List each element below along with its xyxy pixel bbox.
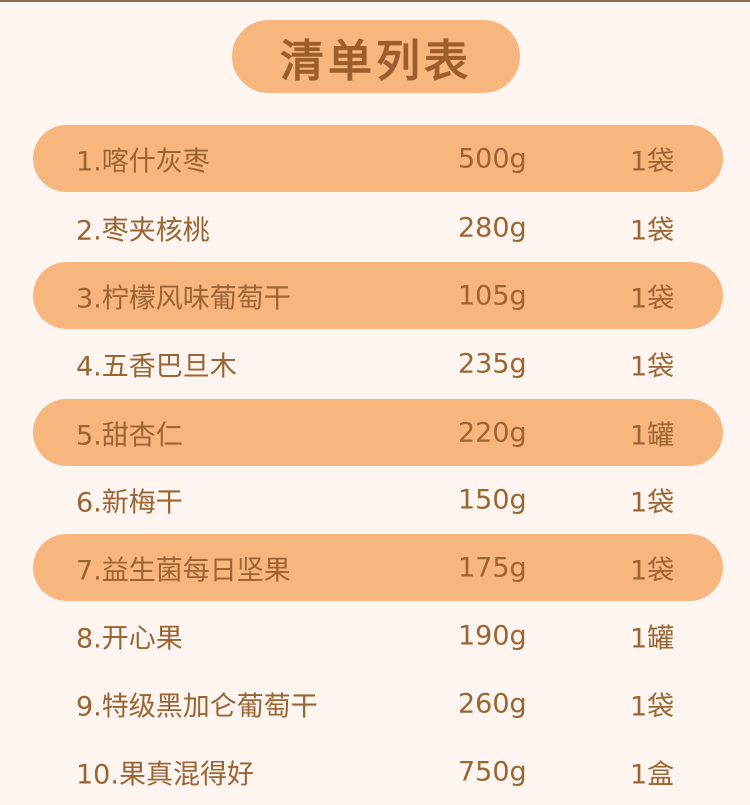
item-name: 9.特级黑加仑葡萄干 xyxy=(76,691,318,722)
item-weight: 220g xyxy=(458,417,527,448)
item-quantity: 1袋 xyxy=(630,215,675,246)
list-item: 2.枣夹核桃 280g 1袋 xyxy=(33,194,723,261)
item-weight: 105g xyxy=(458,280,527,311)
item-name: 1.喀什灰枣 xyxy=(76,146,210,177)
item-weight: 235g xyxy=(458,348,527,379)
list-item: 5.甜杏仁 220g 1罐 xyxy=(33,399,723,466)
item-name: 2.枣夹核桃 xyxy=(76,215,210,246)
item-weight: 190g xyxy=(458,620,527,651)
item-quantity: 1袋 xyxy=(630,691,675,722)
list-item: 8.开心果 190g 1罐 xyxy=(33,602,723,669)
item-quantity: 1袋 xyxy=(630,146,675,177)
list-item: 3.柠檬风味葡萄干 105g 1袋 xyxy=(33,262,723,329)
list-item: 10.果真混得好 750g 1盒 xyxy=(33,738,723,805)
item-name: 10.果真混得好 xyxy=(76,759,254,790)
item-name: 3.柠檬风味葡萄干 xyxy=(76,283,291,314)
page-title: 清单列表 xyxy=(232,20,520,93)
list-item: 1.喀什灰枣 500g 1袋 xyxy=(33,125,723,192)
item-quantity: 1罐 xyxy=(630,623,675,654)
item-name: 4.五香巴旦木 xyxy=(76,351,237,382)
item-quantity: 1盒 xyxy=(630,759,675,790)
list-item: 7.益生菌每日坚果 175g 1袋 xyxy=(33,534,723,601)
item-name: 6.新梅干 xyxy=(76,487,183,518)
top-divider xyxy=(0,0,750,2)
list-item: 9.特级黑加仑葡萄干 260g 1袋 xyxy=(33,670,723,737)
item-quantity: 1袋 xyxy=(630,555,675,586)
item-weight: 750g xyxy=(458,756,527,787)
item-quantity: 1袋 xyxy=(630,351,675,382)
item-weight: 280g xyxy=(458,212,527,243)
item-weight: 500g xyxy=(458,143,527,174)
list-item: 6.新梅干 150g 1袋 xyxy=(33,466,723,533)
item-quantity: 1罐 xyxy=(630,420,675,451)
item-quantity: 1袋 xyxy=(630,283,675,314)
item-weight: 175g xyxy=(458,552,527,583)
item-name: 8.开心果 xyxy=(76,623,183,654)
item-weight: 260g xyxy=(458,688,527,719)
item-name: 5.甜杏仁 xyxy=(76,420,183,451)
item-weight: 150g xyxy=(458,484,527,515)
item-quantity: 1袋 xyxy=(630,487,675,518)
list-item: 4.五香巴旦木 235g 1袋 xyxy=(33,330,723,397)
item-name: 7.益生菌每日坚果 xyxy=(76,555,291,586)
